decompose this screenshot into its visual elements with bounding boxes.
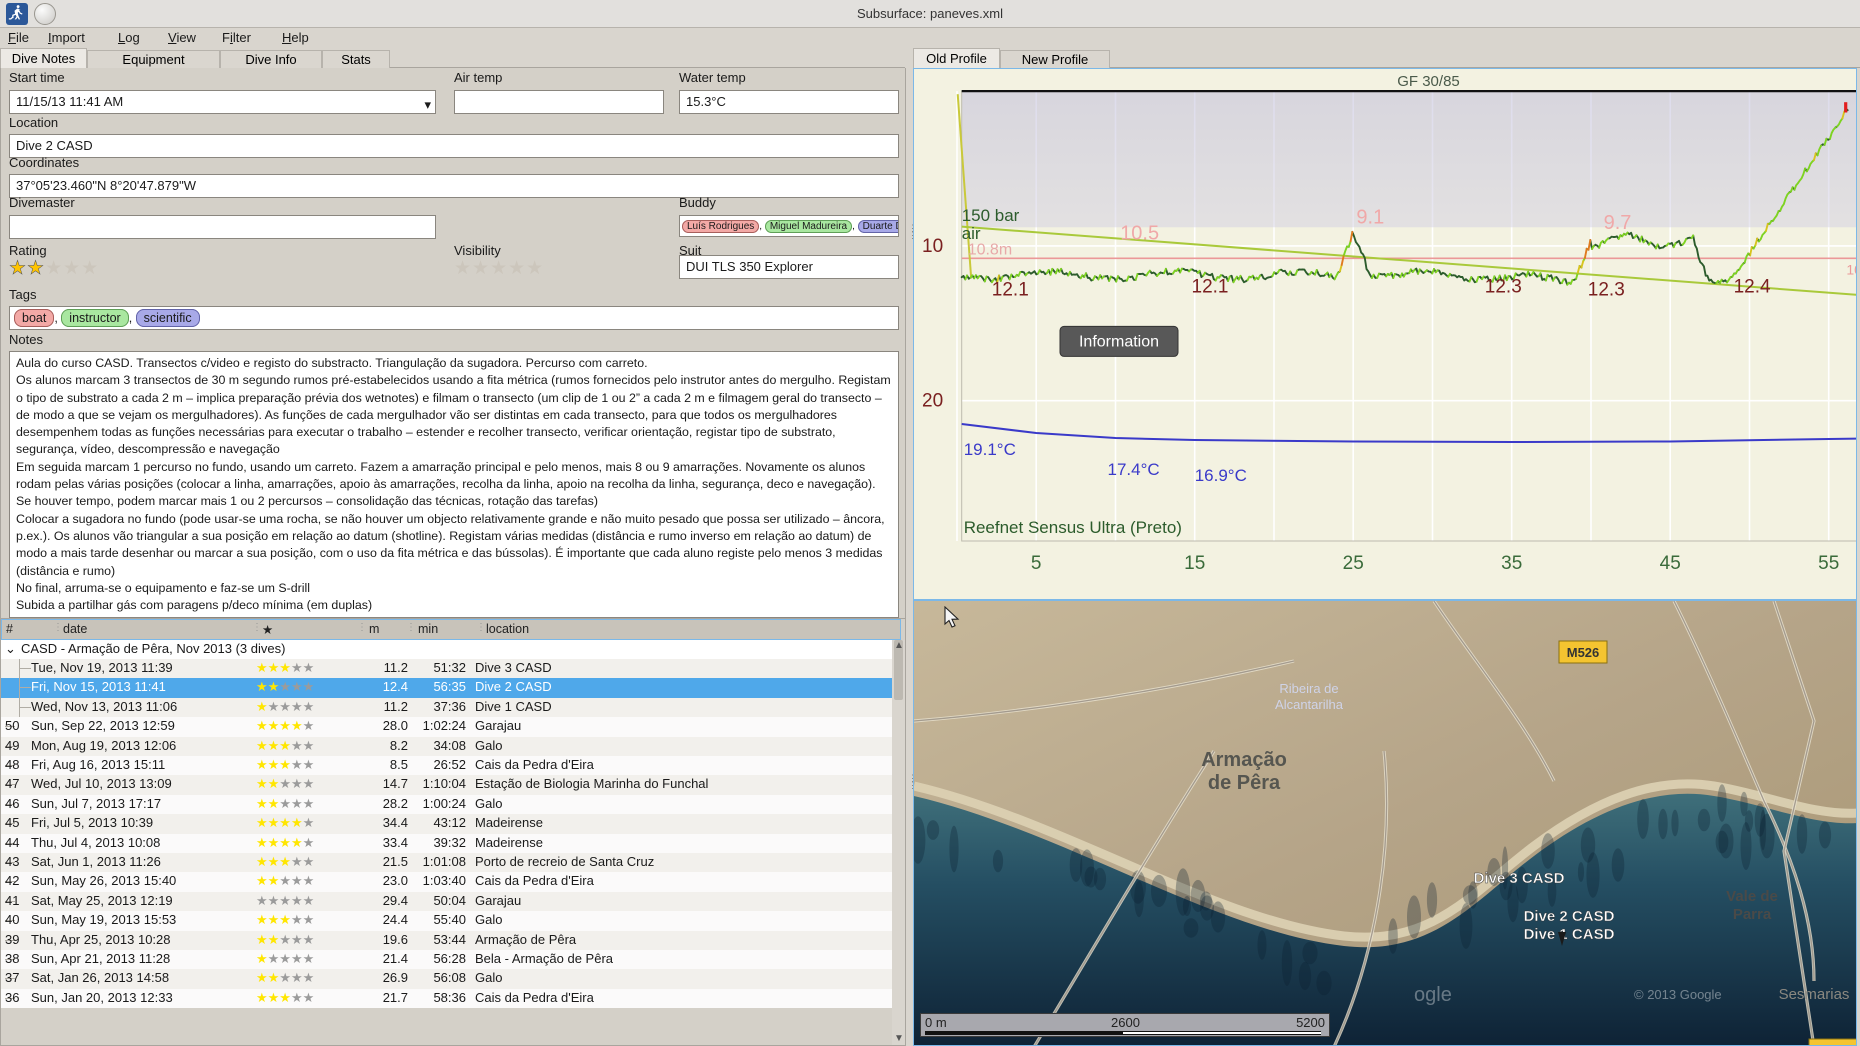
svg-text:25: 25 <box>1343 553 1364 574</box>
svg-text:9.1: 9.1 <box>1356 207 1384 229</box>
svg-text:Dive 1 CASD: Dive 1 CASD <box>1524 926 1615 943</box>
svg-text:ogle: ogle <box>1414 984 1452 1006</box>
svg-text:12.1: 12.1 <box>992 279 1029 300</box>
svg-text:45: 45 <box>1660 553 1681 574</box>
svg-text:35: 35 <box>1501 553 1522 574</box>
svg-text:12.4: 12.4 <box>1734 276 1771 297</box>
svg-text:17.4°C: 17.4°C <box>1108 460 1160 479</box>
svg-text:12.1: 12.1 <box>1192 276 1229 297</box>
svg-text:Reefnet Sensus Ultra (Preto): Reefnet Sensus Ultra (Preto) <box>964 518 1182 537</box>
svg-text:Information: Information <box>1079 333 1159 350</box>
svg-text:12.3: 12.3 <box>1588 279 1625 300</box>
svg-text:10: 10 <box>922 236 943 257</box>
svg-text:16.9°C: 16.9°C <box>1195 466 1247 485</box>
svg-text:de Pêra: de Pêra <box>1208 772 1281 794</box>
svg-text:Alcantarilha: Alcantarilha <box>1275 697 1344 712</box>
svg-text:Dive 3 CASD: Dive 3 CASD <box>1474 870 1565 887</box>
svg-text:19.1°C: 19.1°C <box>964 440 1016 459</box>
svg-text:15: 15 <box>1184 553 1205 574</box>
svg-text:10.8m: 10.8m <box>968 241 1012 258</box>
svg-text:© 2013 Google: © 2013 Google <box>1634 987 1722 1002</box>
svg-text:12.3: 12.3 <box>1485 276 1522 297</box>
svg-text:9.7: 9.7 <box>1604 212 1632 234</box>
svg-text:Dive 2 CASD: Dive 2 CASD <box>1524 908 1615 925</box>
svg-text:5: 5 <box>1031 553 1042 574</box>
svg-text:Sesmarias: Sesmarias <box>1779 986 1850 1003</box>
svg-text:air: air <box>962 224 981 243</box>
svg-text:M526: M526 <box>1567 645 1600 660</box>
svg-text:10.8m: 10.8m <box>1846 261 1857 277</box>
svg-text:55: 55 <box>1818 553 1839 574</box>
svg-text:Vale de: Vale de <box>1726 888 1778 905</box>
svg-text:Armação: Armação <box>1201 749 1287 771</box>
svg-text:10.5: 10.5 <box>1120 223 1159 245</box>
svg-text:Ribeira de: Ribeira de <box>1279 681 1338 696</box>
svg-text:GF 30/85: GF 30/85 <box>1397 73 1460 90</box>
svg-text:20: 20 <box>922 391 943 412</box>
svg-text:Parra: Parra <box>1733 906 1772 923</box>
svg-text:150 bar: 150 bar <box>962 206 1020 225</box>
